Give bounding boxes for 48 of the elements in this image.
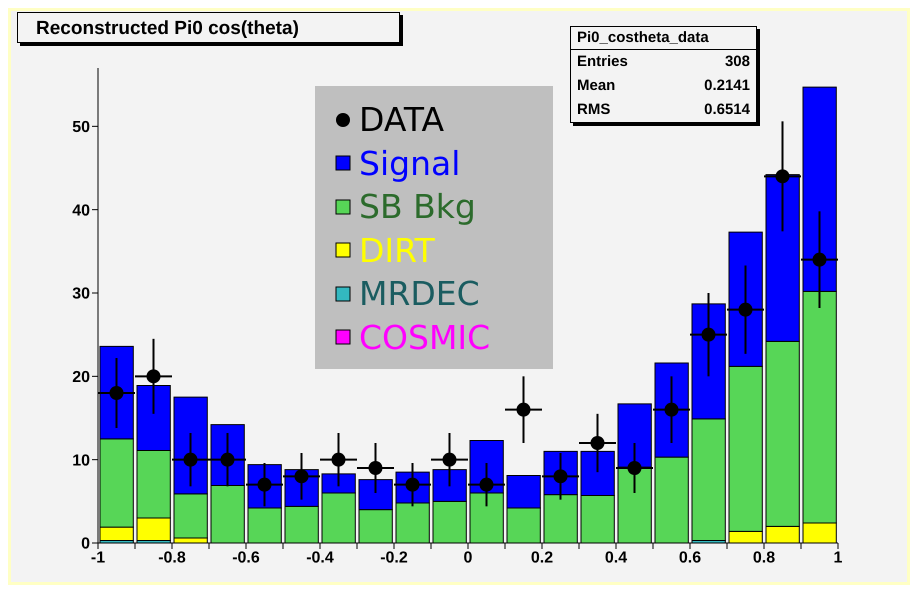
x-tick-label: 0.8 <box>752 549 776 566</box>
point <box>332 452 346 467</box>
point <box>110 386 124 400</box>
x-tick-label: -0.8 <box>158 549 186 566</box>
point <box>184 452 198 467</box>
point <box>664 402 678 417</box>
y-tick-label: 0 <box>81 536 90 553</box>
point <box>590 436 604 450</box>
y-tick-label: 20 <box>72 369 90 386</box>
legend-label: DIRT <box>359 230 435 272</box>
point <box>738 302 752 317</box>
x-tick-label: 0.4 <box>604 549 628 566</box>
point <box>220 452 234 467</box>
y-tick-label: 30 <box>72 286 90 303</box>
point <box>812 252 826 267</box>
legend-label: MRDEC <box>359 273 480 315</box>
y-tick-label: 50 <box>72 119 90 136</box>
x-tick-label: -0.2 <box>380 549 408 566</box>
x-tick-label: 0.6 <box>678 549 702 566</box>
point <box>442 452 456 467</box>
annotation: Entries <box>577 52 628 72</box>
x-tick-label: 0 <box>464 549 473 566</box>
point <box>368 461 382 475</box>
legend-label: COSMIC <box>359 316 490 358</box>
x-tick-label: 0.2 <box>530 549 554 566</box>
point <box>480 478 494 492</box>
point <box>516 402 530 417</box>
annotation: 308 <box>724 52 750 72</box>
chart-title: Reconstructed Pi0 cos(theta) <box>17 12 400 43</box>
x-tick-label: 1 <box>834 549 843 566</box>
point <box>146 369 160 384</box>
legend-label: DATA <box>359 99 444 141</box>
x-tick-label: -1 <box>90 549 106 566</box>
annotation: 0.2141 <box>704 76 750 96</box>
legend-label: Signal <box>359 142 460 184</box>
annotation: Mean <box>577 76 616 96</box>
annotation: 0.6514 <box>704 100 750 120</box>
text: Pi0_costheta_data <box>571 27 756 50</box>
y-tick-label: 10 <box>72 452 90 470</box>
y-tick-label: 40 <box>72 202 90 220</box>
point <box>776 169 790 184</box>
point <box>702 328 716 342</box>
point <box>628 461 642 475</box>
x-tick-label: -0.4 <box>306 549 334 566</box>
point <box>294 469 308 484</box>
legend-label: SB Bkg <box>359 186 476 228</box>
annotation: RMS <box>577 100 610 120</box>
x-tick-label: -0.6 <box>232 549 260 566</box>
